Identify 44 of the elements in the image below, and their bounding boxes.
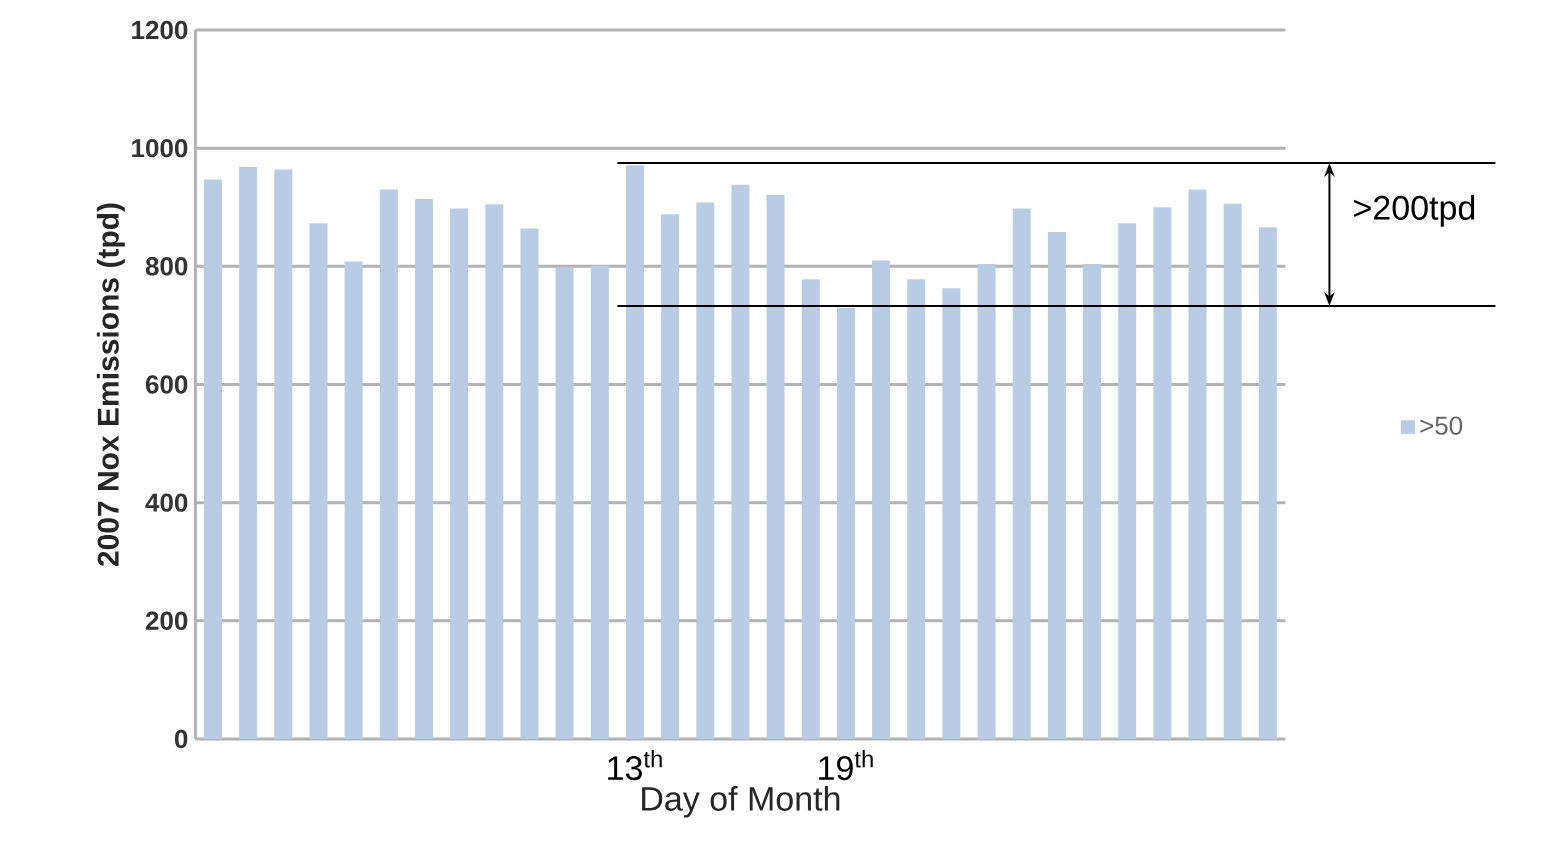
- text: >200tpd: [1354, 194, 1475, 227]
- bar: [696, 202, 715, 739]
- bar: [309, 223, 328, 739]
- bar: [766, 194, 785, 739]
- bar: [1258, 227, 1277, 739]
- bar: [204, 179, 223, 739]
- bar: [625, 165, 644, 739]
- bar: [977, 263, 996, 739]
- x-tick-label: 19$^{th}$: [819, 750, 873, 781]
- bar: [344, 261, 363, 739]
- bar: [1153, 207, 1172, 739]
- bar: [1223, 203, 1242, 739]
- bar: [274, 169, 293, 739]
- y-tick-label: 200: [145, 611, 188, 631]
- bar: [555, 266, 574, 739]
- bar: [1083, 263, 1102, 739]
- y-tick-label: 1200: [132, 20, 188, 40]
- bar: [942, 288, 961, 739]
- bar: [485, 204, 504, 739]
- bar: [661, 214, 680, 739]
- bar: [590, 265, 609, 739]
- y-tick-label: 600: [145, 375, 188, 394]
- bar: [1118, 223, 1137, 739]
- legend-label: >50: [1420, 416, 1463, 435]
- bar: [379, 189, 398, 739]
- bar: [1012, 208, 1031, 739]
- y-tick-label: 400: [145, 493, 188, 512]
- x-axis-title: Day of Month: [642, 785, 840, 818]
- bar: [836, 307, 855, 739]
- bar: [450, 208, 469, 739]
- bar: [801, 279, 820, 739]
- bar: [1047, 232, 1066, 739]
- y-tick-label: 0: [174, 729, 188, 749]
- bar: [907, 279, 926, 739]
- bar: [1188, 189, 1207, 739]
- bar: [239, 167, 258, 739]
- bar: [731, 184, 750, 739]
- y-tick-label: 1000: [132, 138, 188, 158]
- x-tick-label: 13$^{th}$: [608, 750, 662, 781]
- bar: [520, 228, 539, 739]
- bar: [414, 198, 433, 739]
- y-tick-label: 800: [145, 257, 188, 276]
- bar: [872, 260, 891, 739]
- y-axis-title: 2007 Nox Emissions (tpd): [96, 203, 125, 566]
